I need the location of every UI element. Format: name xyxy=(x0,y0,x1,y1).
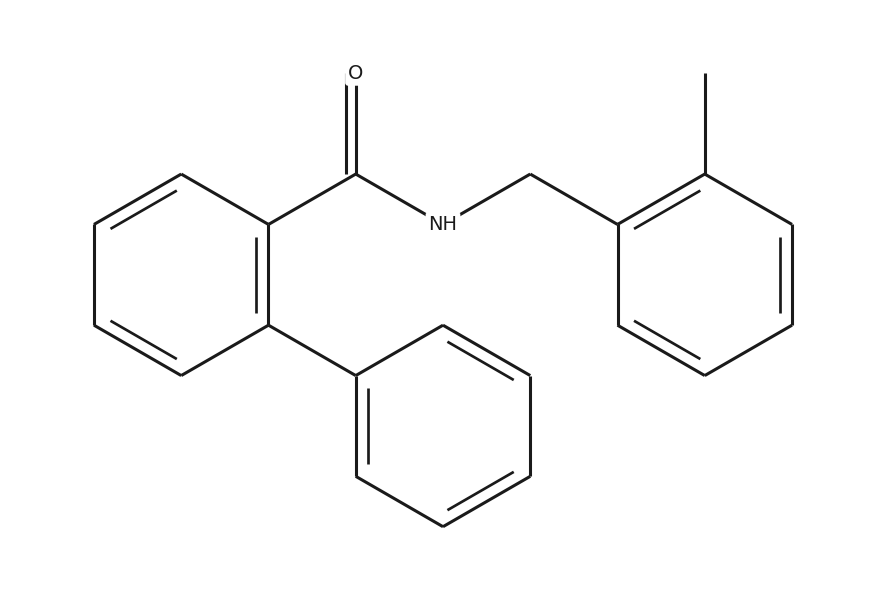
Text: O: O xyxy=(348,64,363,83)
Text: NH: NH xyxy=(429,215,457,234)
